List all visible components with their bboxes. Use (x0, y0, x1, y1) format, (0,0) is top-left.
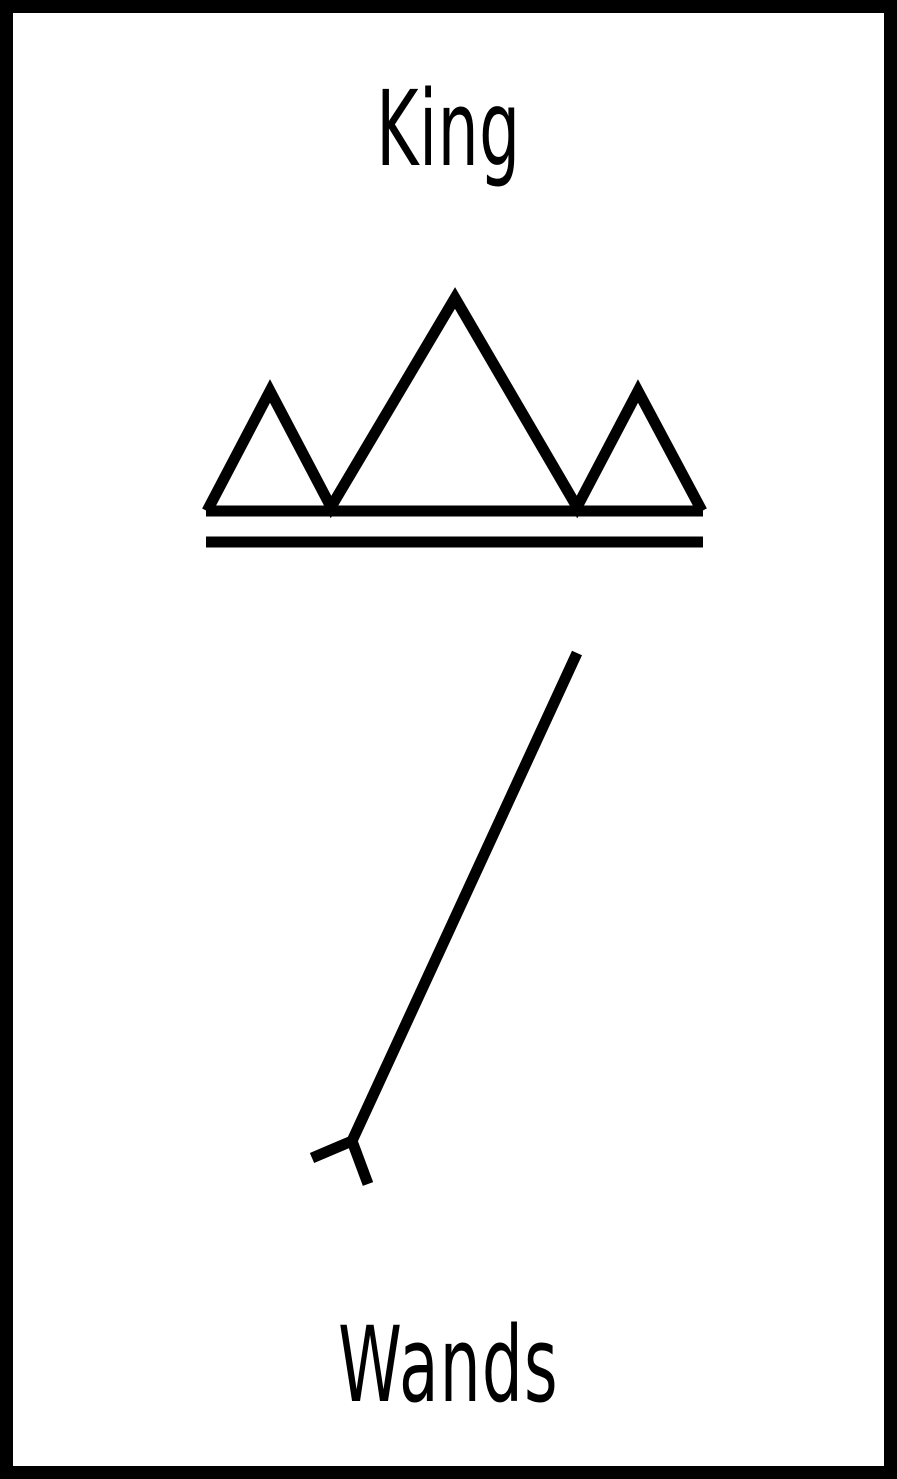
wand-icon (309, 650, 582, 1186)
crown-outline (202, 287, 707, 519)
wand-fork-right (346, 1139, 374, 1186)
card-suit-label: Wands (338, 1304, 559, 1426)
wand-shaft (347, 650, 582, 1144)
wand-fork-left (309, 1135, 355, 1164)
card-rank-label: King (376, 68, 521, 190)
crown-icon (202, 287, 707, 548)
